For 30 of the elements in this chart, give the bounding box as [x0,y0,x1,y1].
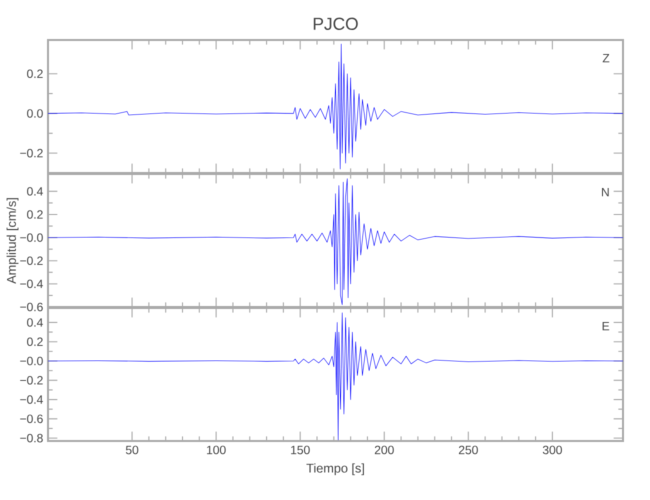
x-tick-label: 150 [291,446,310,454]
y-tick-label: −0.4 [20,280,43,288]
text: E [602,322,610,330]
line-series [48,44,624,170]
y-tick-label: 0.4 [27,187,43,196]
x-tick-label: 100 [207,446,226,454]
y-tick-label: −0.2 [20,376,43,385]
y-tick-label: 0.4 [27,318,43,327]
y-tick-label: −0.6 [20,302,43,312]
y-tick-label: −0.0 [20,356,43,366]
x-tick-label: 50 [126,446,138,454]
y-tick-label: 0.2 [27,210,43,219]
x-tick-label: 200 [374,446,394,454]
y-tick-label: −0.6 [20,414,43,424]
y-tick-label: −0.8 [20,434,43,442]
x-axis-title: Tiempo [s] [306,463,364,476]
y-tick-label: −0.4 [20,395,43,404]
text: N [602,188,609,196]
y-tick-label: −0.2 [20,256,43,265]
x-tick-label: 300 [542,446,562,454]
y-tick-label: −0.2 [20,148,43,158]
y-axis-title: Amplitud [cm/s] [6,198,18,284]
line-series [48,178,624,305]
text: Z [602,54,610,62]
x-tick-label: 250 [458,446,478,454]
y-tick-label: 0.2 [27,69,43,78]
y-tick-label: 0.0 [27,109,43,118]
y-tick-label: 0.2 [27,337,43,346]
y-tick-label: −0.0 [20,233,43,242]
chart-title: PJCO [314,18,358,30]
